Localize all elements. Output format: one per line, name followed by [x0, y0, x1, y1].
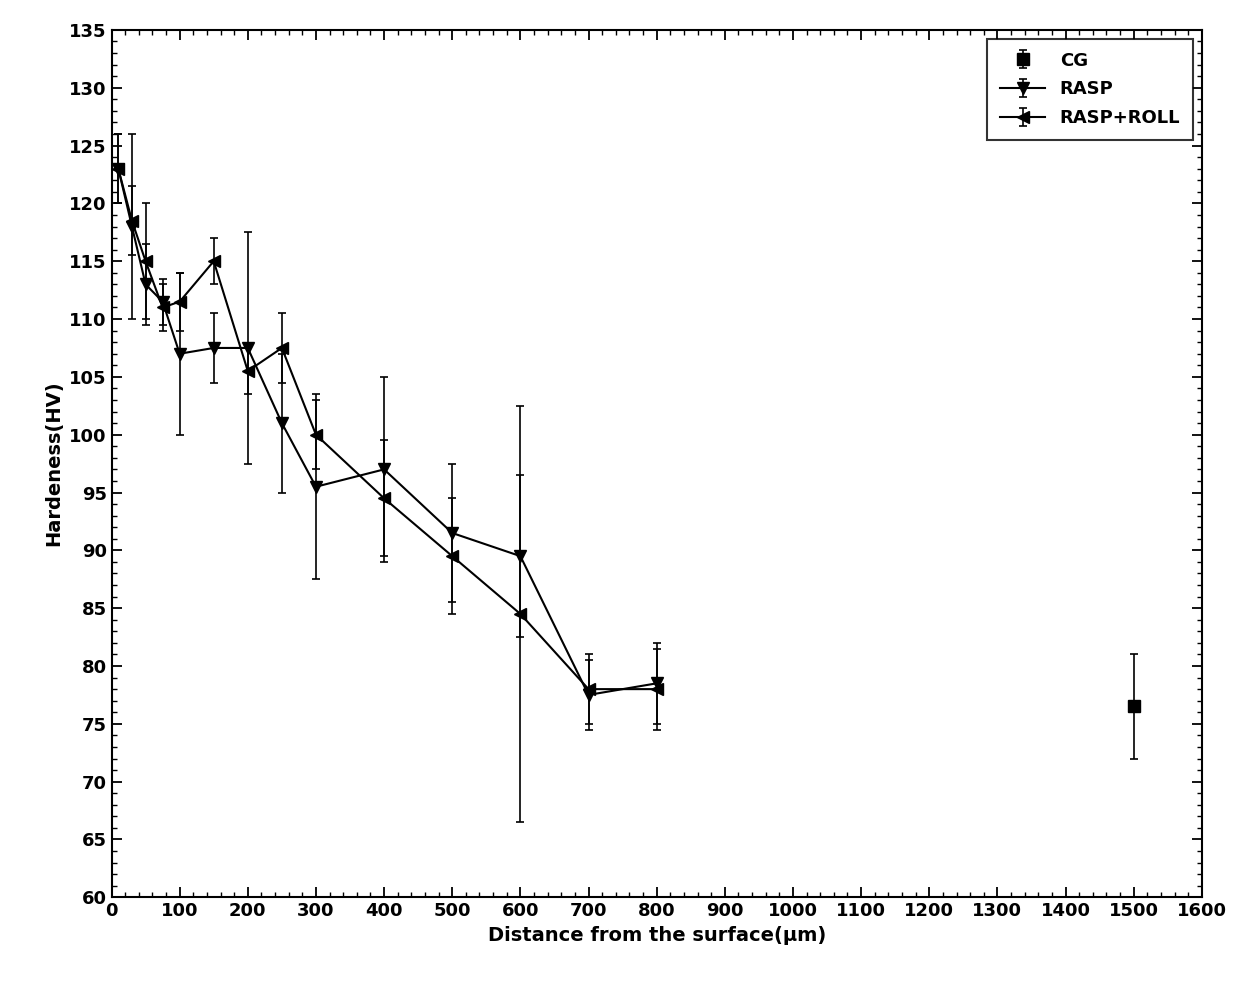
X-axis label: Distance from the surface(μm): Distance from the surface(μm): [487, 926, 826, 945]
Legend: CG, RASP, RASP+ROLL: CG, RASP, RASP+ROLL: [987, 39, 1193, 140]
Y-axis label: Hardeness(HV): Hardeness(HV): [45, 381, 63, 546]
